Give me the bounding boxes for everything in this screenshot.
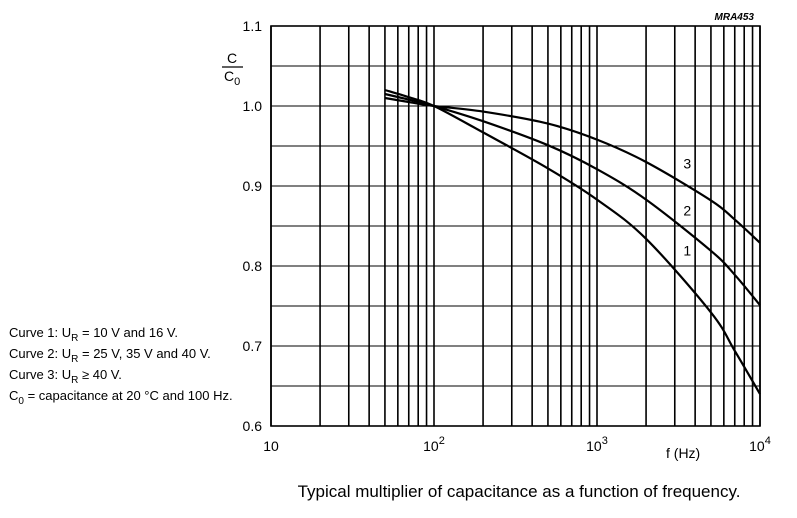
y-axis-label: C C0 [222, 50, 243, 88]
x-tick-label-base: 10 [586, 438, 602, 454]
y-axis-label-denominator-sub: 0 [234, 76, 240, 88]
y-axis-label-denominator: C0 [224, 68, 240, 88]
x-axis-unit-label: f (Hz) [666, 445, 700, 461]
x-tick-label-exponent: 2 [439, 435, 445, 447]
y-tick-label: 0.8 [243, 258, 263, 274]
curve-note-subscript: R [71, 375, 78, 386]
curve-note-text: = capacitance at 20 °C and 100 Hz. [24, 388, 233, 403]
y-axis-label-numerator: C [227, 50, 237, 66]
curve-note-text: ≥ 40 V. [78, 367, 122, 382]
x-tick-label-base: 10 [749, 438, 765, 454]
x-tick-label-exponent: 4 [765, 435, 771, 447]
curve-note: C0 = capacitance at 20 °C and 100 Hz. [9, 388, 233, 407]
x-tick-label: 103 [586, 435, 608, 454]
curve-1 [384, 88, 761, 395]
curve-notes: Curve 1: UR = 10 V and 16 V.Curve 2: UR … [9, 325, 233, 407]
y-tick-label: 0.7 [243, 338, 263, 354]
curve-layer [384, 88, 761, 395]
y-tick-label: 0.9 [243, 178, 263, 194]
y-tick-label: 0.6 [243, 418, 263, 434]
plot-frame [270, 25, 761, 427]
curve-3 [384, 96, 761, 244]
curve-note: Curve 3: UR ≥ 40 V. [9, 367, 122, 386]
y-axis-label-denominator-base: C [224, 68, 234, 84]
curve-note-prefix: C [9, 388, 18, 403]
y-tick-label: 1.0 [243, 98, 263, 114]
figure-caption: Typical multiplier of capacitance as a f… [298, 482, 741, 501]
curve-note: Curve 2: UR = 25 V, 35 V and 40 V. [9, 346, 211, 365]
x-tick-label: 10 [263, 438, 279, 454]
curve-label-2: 2 [683, 203, 691, 219]
curve-note: Curve 1: UR = 10 V and 16 V. [9, 325, 178, 344]
curve-note-subscript: 0 [18, 396, 24, 407]
grid-layer [270, 25, 761, 427]
reference-code: MRA453 [715, 12, 755, 23]
curve-note-subscript: R [71, 354, 78, 365]
y-tick-label: 1.1 [243, 18, 263, 34]
x-tick-label: 102 [423, 435, 445, 454]
curve-note-text: = 10 V and 16 V. [78, 325, 178, 340]
curve-note-prefix: Curve 2: U [9, 346, 71, 361]
curve-label-3: 3 [683, 155, 691, 171]
curve-note-prefix: Curve 3: U [9, 367, 71, 382]
curve-label-1: 1 [683, 243, 691, 259]
curve-2 [384, 92, 761, 306]
curve-note-subscript: R [71, 333, 78, 344]
x-tick-label-base: 10 [263, 438, 279, 454]
x-tick-label-exponent: 3 [602, 435, 608, 447]
x-tick-label: 104 [749, 435, 771, 454]
curve-note-prefix: Curve 1: U [9, 325, 71, 340]
curve-note-text: = 25 V, 35 V and 40 V. [78, 346, 210, 361]
x-tick-label-base: 10 [423, 438, 439, 454]
